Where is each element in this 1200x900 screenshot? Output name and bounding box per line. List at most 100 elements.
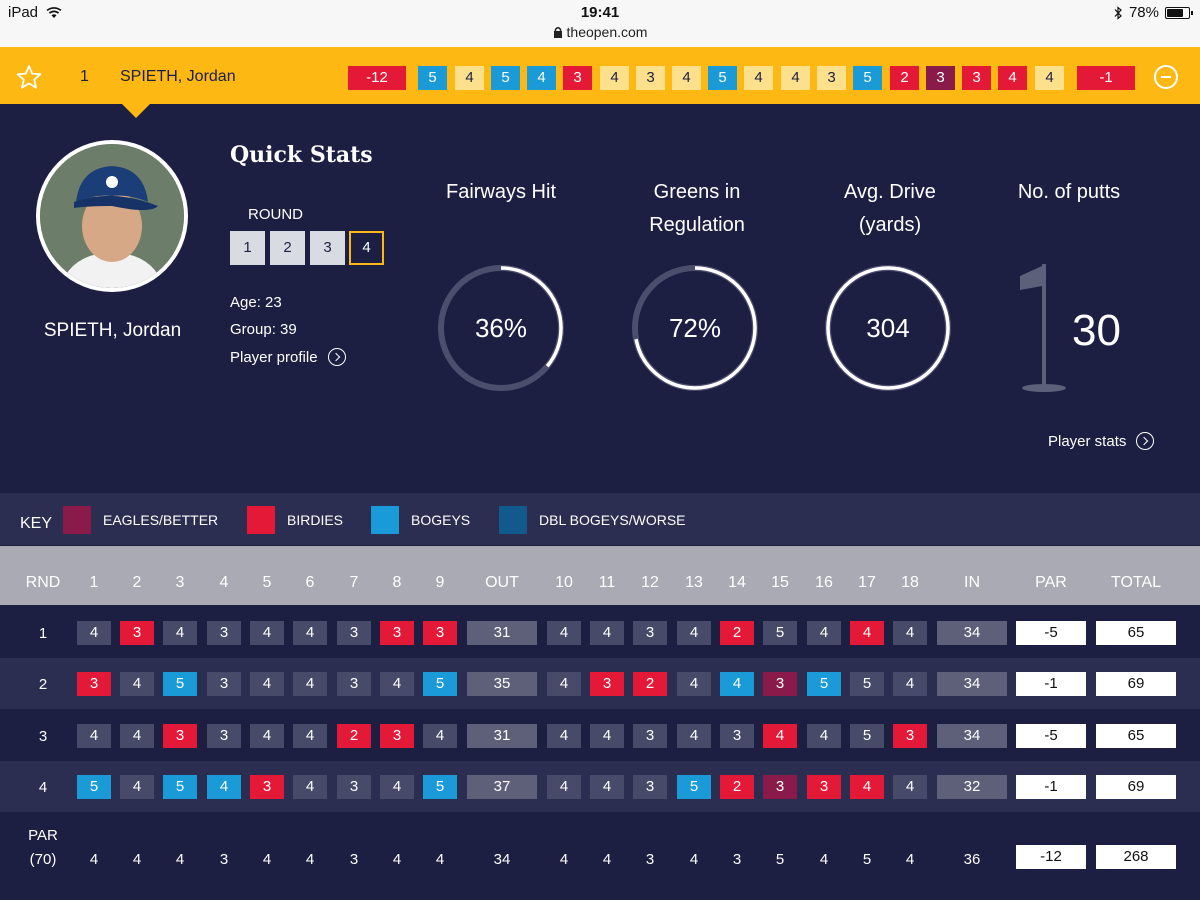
- hole-score-8: 4: [380, 672, 414, 696]
- player-bar-hole-4: 4: [527, 66, 556, 90]
- player-stats-link[interactable]: Player stats: [1048, 432, 1155, 450]
- hole-score-15: 3: [763, 672, 797, 696]
- out-total: 31: [467, 621, 537, 645]
- quick-stats-title: Quick Stats: [230, 142, 373, 168]
- key-title: KEY: [20, 515, 53, 532]
- round-label: ROUND: [248, 206, 303, 223]
- round-total: 65: [1096, 621, 1176, 645]
- hole-score-12: 3: [633, 621, 667, 645]
- hole-par-18: 4: [905, 851, 915, 868]
- header-15: 15: [771, 574, 789, 591]
- hole-score-4: 4: [207, 775, 241, 799]
- hole-score-6: 4: [293, 775, 327, 799]
- header-17: 17: [858, 574, 876, 591]
- round-button-4[interactable]: 4: [349, 231, 384, 265]
- hole-par-9: 4: [435, 851, 445, 868]
- hole-par-3: 4: [175, 851, 185, 868]
- device-label: iPad: [8, 4, 39, 21]
- hole-score-7: 2: [337, 724, 371, 748]
- round-number: 4: [38, 779, 48, 796]
- wifi-icon: [46, 6, 62, 18]
- lock-icon: [553, 27, 562, 38]
- hole-score-11: 3: [590, 672, 624, 696]
- header-total: TOTAL: [1110, 574, 1162, 591]
- hole-score-14: 2: [720, 775, 754, 799]
- header-5: 5: [262, 574, 272, 591]
- favourite-star-icon[interactable]: [16, 64, 42, 90]
- round-button-3[interactable]: 3: [310, 231, 345, 265]
- hole-score-17: 4: [850, 621, 884, 645]
- hole-score-5: 4: [250, 672, 284, 696]
- greens-in-regulation-value: 72%: [668, 313, 722, 343]
- hole-score-18: 4: [893, 775, 927, 799]
- player-bar-hole-12: 3: [817, 66, 846, 90]
- round-to-par: -5: [1016, 621, 1086, 645]
- in-par: 36: [963, 851, 981, 868]
- greens-label-line-2: Regulation: [649, 214, 745, 236]
- header-11: 11: [598, 574, 616, 591]
- golf-flag-icon: [1020, 264, 1066, 392]
- hole-score-15: 3: [763, 775, 797, 799]
- hole-score-3: 4: [163, 621, 197, 645]
- player-bar-hole-6: 4: [600, 66, 629, 90]
- header-14: 14: [728, 574, 746, 591]
- birdie-swatch: [247, 506, 275, 534]
- round-number: 3: [38, 728, 48, 745]
- player-bar-hole-8: 4: [672, 66, 701, 90]
- hole-score-5: 4: [250, 621, 284, 645]
- header-out: OUT: [485, 574, 519, 591]
- hole-score-3: 5: [163, 775, 197, 799]
- header-4: 4: [219, 574, 229, 591]
- header-par: PAR: [1035, 574, 1067, 591]
- tournament-total: 268: [1096, 845, 1176, 869]
- fairways-hit-label: Fairways Hit: [401, 176, 601, 209]
- hole-score-1: 4: [77, 621, 111, 645]
- hole-par-13: 4: [689, 851, 699, 868]
- player-bar-hole-7: 3: [636, 66, 665, 90]
- player-profile-label: Player profile: [230, 348, 318, 366]
- hole-score-15: 4: [763, 724, 797, 748]
- player-profile-link[interactable]: Player profile: [230, 348, 346, 366]
- double-bogey-swatch: [499, 506, 527, 534]
- hole-score-6: 4: [293, 621, 327, 645]
- round-number: 2: [38, 676, 48, 693]
- header-18: 18: [901, 574, 919, 591]
- player-bar-hole-9: 5: [708, 66, 737, 90]
- header-7: 7: [349, 574, 359, 591]
- bogey-key-label: BOGEYS: [411, 512, 471, 528]
- hole-score-16: 4: [807, 724, 841, 748]
- player-bar-name: SPIETH, Jordan: [120, 68, 236, 85]
- avg-drive-value: 304: [866, 313, 910, 343]
- hole-score-18: 3: [893, 724, 927, 748]
- out-total: 37: [467, 775, 537, 799]
- address-bar[interactable]: theopen.com: [0, 24, 1200, 40]
- round-button-2[interactable]: 2: [270, 231, 305, 265]
- round-button-1[interactable]: 1: [230, 231, 265, 265]
- hole-score-17: 4: [850, 775, 884, 799]
- hole-score-11: 4: [590, 724, 624, 748]
- hole-par-6: 4: [305, 851, 315, 868]
- hole-score-4: 3: [207, 672, 241, 696]
- chevron-right-circle-icon: [1136, 432, 1155, 450]
- hole-score-4: 3: [207, 621, 241, 645]
- header-3: 3: [175, 574, 185, 591]
- hole-par-11: 4: [602, 851, 612, 868]
- hole-par-2: 4: [132, 851, 142, 868]
- avg-drive-label-line-1: Avg. Drive: [844, 181, 936, 203]
- player-bar: 1 SPIETH, Jordan -12 5 4 5 4 3 4 3 4 5 4 4 3 5 2 3 3 4 4 -1: [0, 47, 1200, 118]
- putts-label: No. of putts: [1017, 181, 1121, 203]
- hole-score-2: 4: [120, 775, 154, 799]
- header-2: 2: [132, 574, 142, 591]
- header-8: 8: [392, 574, 402, 591]
- header-16: 16: [815, 574, 833, 591]
- hole-score-18: 4: [893, 621, 927, 645]
- in-total: 34: [937, 672, 1007, 696]
- collapse-icon[interactable]: [1154, 65, 1178, 89]
- hole-score-16: 5: [807, 672, 841, 696]
- battery-percent: 78%: [1128, 4, 1159, 21]
- hole-score-1: 4: [77, 724, 111, 748]
- avg-drive-gauge: [825, 265, 951, 391]
- hole-score-9: 4: [423, 724, 457, 748]
- hole-score-9: 3: [423, 621, 457, 645]
- bluetooth-icon: [1114, 5, 1122, 20]
